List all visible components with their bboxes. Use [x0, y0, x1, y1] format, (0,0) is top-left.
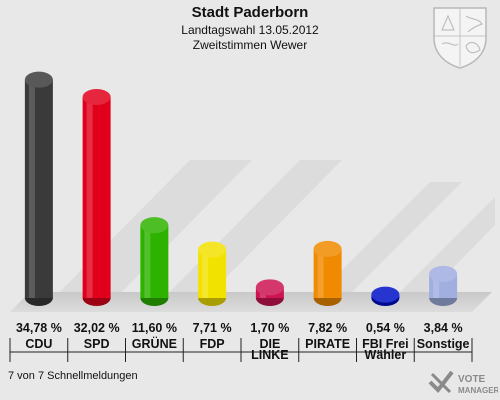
- bar-cap: [198, 241, 227, 258]
- bar-highlight: [28, 79, 35, 298]
- bar: [429, 265, 458, 306]
- bar-highlight: [317, 248, 324, 298]
- footer-note: 7 von 7 Schnellmeldungen: [8, 370, 138, 382]
- bar-cap: [371, 286, 400, 303]
- value-label: 34,78 %: [16, 321, 62, 335]
- category-label: Sonstige: [417, 337, 470, 351]
- bar: [140, 217, 169, 306]
- svg-text:VOTE: VOTE: [458, 374, 486, 385]
- votemanager-logo: VOTE MANAGER: [428, 370, 498, 395]
- chart-subtitle-2: Zweitstimmen Wewer: [192, 38, 308, 52]
- bar-cap: [429, 265, 458, 282]
- value-label: 32,02 %: [74, 321, 120, 335]
- value-label: 3,84 %: [424, 321, 463, 335]
- bar-highlight: [433, 273, 440, 298]
- chart-subtitle: Landtagswahl 13.05.2012: [181, 23, 319, 37]
- chart-title: Stadt Paderborn: [191, 4, 309, 21]
- bar-cap: [82, 88, 111, 105]
- bar: [198, 241, 227, 306]
- value-label: 11,60 %: [132, 321, 177, 335]
- background-stripe: [380, 197, 495, 312]
- category-label: FDP: [200, 337, 225, 351]
- category-label: FBI Frei: [362, 337, 409, 351]
- svg-text:MANAGER: MANAGER: [458, 386, 498, 395]
- value-label: 1,70 %: [250, 321, 289, 335]
- coat-of-arms-icon: [433, 7, 487, 69]
- category-label: SPD: [84, 337, 110, 351]
- chart-floor: [10, 292, 492, 312]
- category-label: PIRATE: [305, 337, 350, 351]
- bar: [24, 71, 53, 306]
- bar-cap: [24, 71, 53, 88]
- bar: [255, 279, 284, 306]
- bar-highlight: [86, 96, 93, 298]
- value-label: 7,71 %: [193, 321, 232, 335]
- category-label: GRÜNE: [132, 336, 177, 351]
- bar-highlight: [202, 249, 209, 298]
- category-label: Wähler: [365, 348, 407, 362]
- bar-cap: [313, 240, 342, 257]
- value-label: 7,82 %: [308, 321, 347, 335]
- background-stripe: [150, 160, 342, 312]
- bar-cap: [140, 217, 169, 234]
- category-label: CDU: [25, 337, 52, 351]
- value-label: 0,54 %: [366, 321, 405, 335]
- bar: [313, 240, 342, 306]
- bar: [82, 88, 111, 306]
- bar: [371, 286, 400, 306]
- category-label: DIE: [259, 337, 280, 351]
- bar-cap: [255, 279, 284, 296]
- bar-highlight: [144, 225, 151, 298]
- category-label: LINKE: [251, 348, 289, 362]
